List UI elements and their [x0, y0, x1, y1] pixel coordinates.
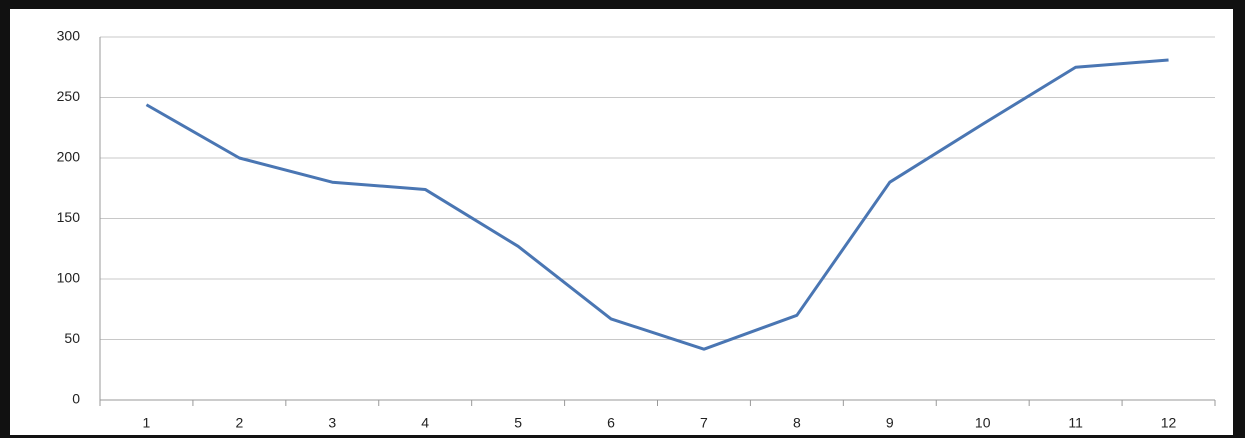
y-tick-label: 150 — [57, 209, 81, 225]
y-tick-label: 0 — [72, 391, 80, 407]
x-tick-label: 11 — [1068, 415, 1083, 431]
line-series — [145, 58, 1169, 351]
y-tick-label: 250 — [57, 88, 81, 104]
x-tick-label: 9 — [886, 415, 894, 431]
chart-frame — [10, 9, 1233, 435]
x-tick-label: 3 — [328, 415, 336, 431]
x-tick-label: 4 — [421, 415, 429, 431]
x-tick-label: 8 — [793, 415, 801, 431]
x-tick-label: 5 — [514, 415, 522, 431]
x-tick-label: 2 — [235, 415, 243, 431]
x-tick-label: 1 — [143, 415, 151, 431]
y-tick-label: 100 — [57, 270, 81, 286]
y-tick-label: 300 — [57, 28, 81, 44]
x-tick-label: 7 — [700, 415, 708, 431]
y-tick-label: 200 — [57, 149, 81, 165]
y-tick-label: 50 — [64, 330, 80, 346]
x-tick-label: 10 — [975, 415, 991, 431]
x-tick-label: 12 — [1161, 415, 1177, 431]
x-tick-label: 6 — [607, 415, 615, 431]
